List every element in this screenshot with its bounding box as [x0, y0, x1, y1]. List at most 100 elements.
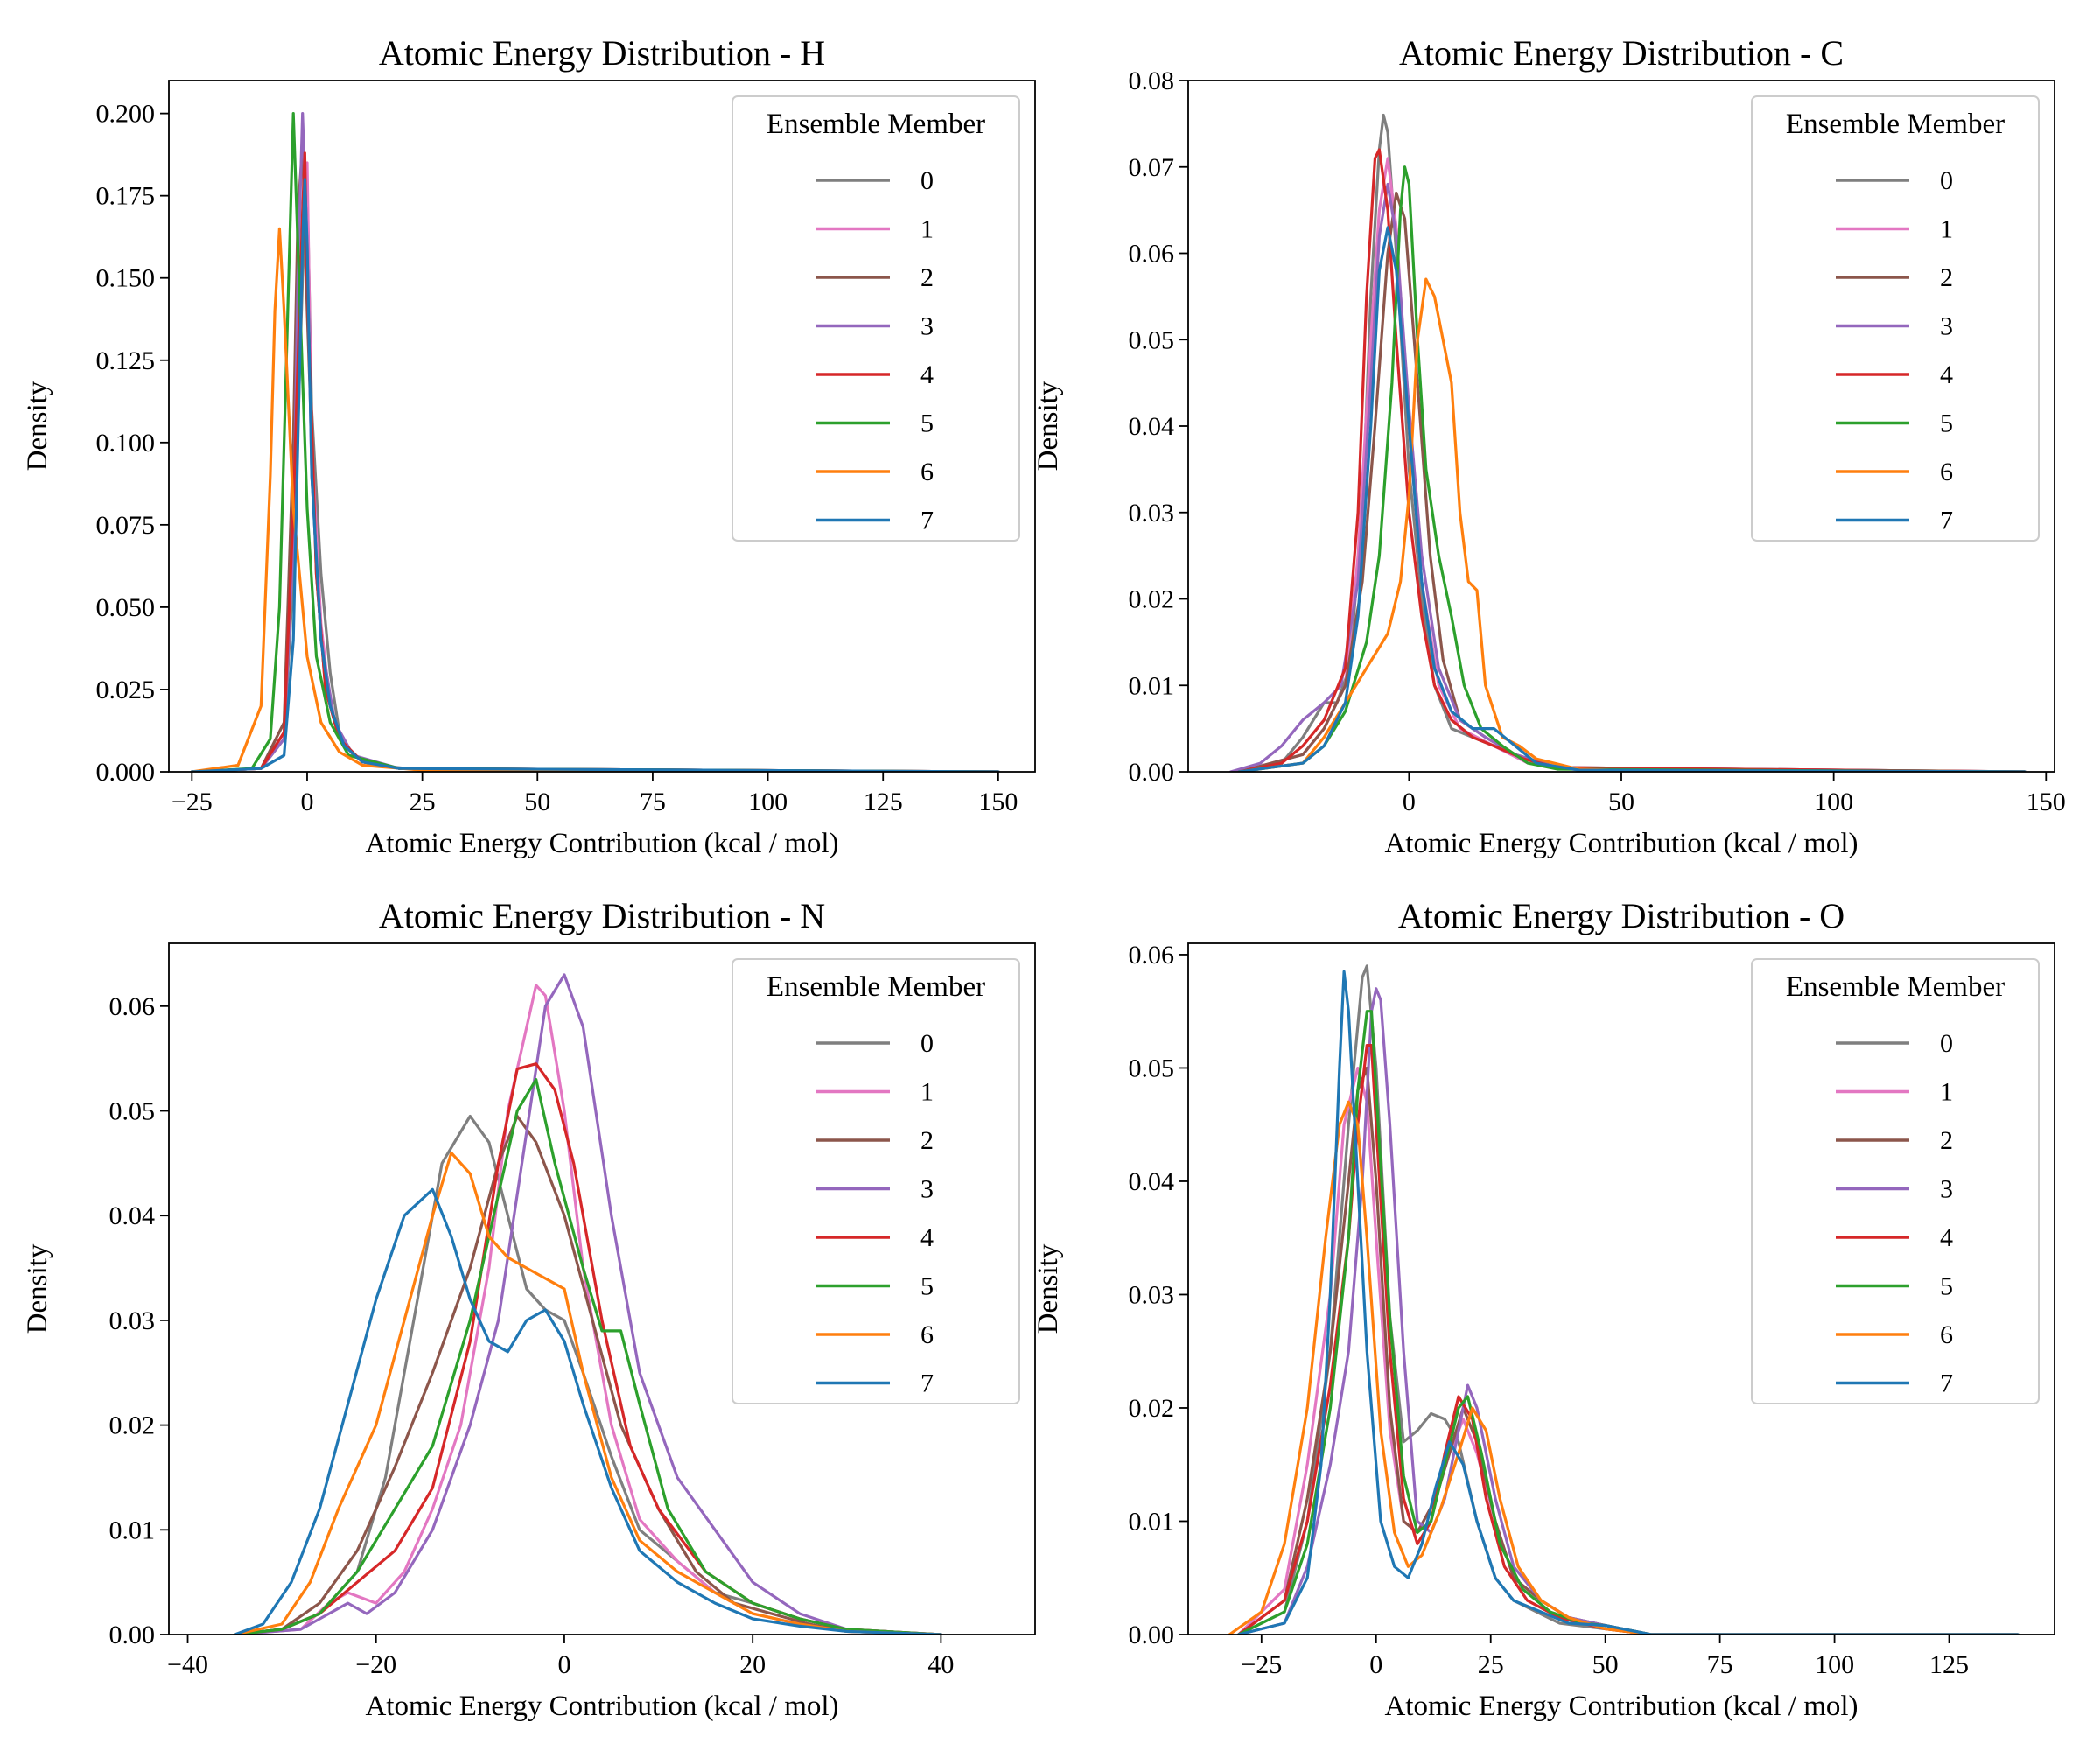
- x-tick-label: −20: [355, 1650, 396, 1679]
- legend-entry-5: 5: [1940, 410, 1953, 438]
- x-tick-label: 50: [1608, 788, 1634, 816]
- x-tick-label: 75: [1707, 1650, 1733, 1679]
- x-tick-label: 100: [748, 788, 788, 816]
- y-tick-label: 0.150: [96, 264, 156, 293]
- legend-box: [1751, 95, 2040, 542]
- x-tick-label: 100: [1815, 1650, 1854, 1679]
- legend-box: [732, 95, 1020, 542]
- x-tick-label: 100: [1814, 788, 1853, 816]
- series-line-4: [1237, 148, 2026, 772]
- y-tick-label: 0.06: [109, 992, 156, 1021]
- legend-entry-3: 3: [1940, 312, 1953, 341]
- x-tick-label: 0: [300, 788, 313, 816]
- y-tick-label: 0.04: [109, 1201, 156, 1230]
- chart-title: Atomic Energy Distribution - N: [379, 896, 825, 935]
- x-tick-label: −25: [1241, 1650, 1282, 1679]
- series-line-0: [233, 1114, 942, 1634]
- legend-entry-4: 4: [1940, 1223, 1953, 1252]
- x-axis-label: Atomic Energy Contribution (kcal / mol): [365, 1690, 838, 1722]
- y-tick-label: 0.05: [1129, 1054, 1175, 1082]
- x-tick-label: 40: [928, 1650, 954, 1679]
- x-tick-label: 50: [1592, 1650, 1619, 1679]
- y-tick-label: 0.200: [96, 100, 156, 129]
- series-line-5: [233, 1078, 942, 1634]
- y-tick-label: 0.075: [96, 511, 156, 540]
- legend-entry-2: 2: [920, 263, 934, 292]
- x-tick-label: 125: [1929, 1650, 1969, 1679]
- legend-entry-7: 7: [920, 507, 934, 536]
- panel-o: Atomic Energy Distribution - O−25 0 25 50 75…: [1032, 896, 2055, 1722]
- x-tick-label: 125: [864, 788, 903, 816]
- legend-entry-7: 7: [1940, 1369, 1953, 1398]
- legend-entry-2: 2: [1940, 1126, 1953, 1155]
- y-tick-label: 0.025: [96, 676, 156, 704]
- legend-entry-5: 5: [920, 1272, 934, 1301]
- series-line-7: [1237, 970, 2020, 1634]
- x-axis-label: Atomic Energy Contribution (kcal / mol): [365, 828, 838, 859]
- series-line-6: [233, 1151, 942, 1634]
- y-tick-label: 0.03: [1129, 499, 1175, 528]
- y-tick-label: 0.02: [1129, 1394, 1175, 1423]
- x-tick-label: −40: [167, 1650, 208, 1679]
- x-tick-label: 150: [978, 788, 1018, 816]
- legend-entry-4: 4: [1940, 360, 1953, 389]
- x-tick-label: 25: [410, 788, 436, 816]
- y-tick-label: 0.01: [1129, 671, 1175, 700]
- legend-box: [732, 958, 1020, 1404]
- y-tick-label: 0.00: [1129, 1620, 1175, 1649]
- legend-entry-7: 7: [920, 1369, 934, 1398]
- plot-frame: [168, 80, 1036, 773]
- y-tick-label: 0.125: [96, 346, 156, 375]
- series-line-0: [1237, 964, 2020, 1634]
- series-group: [1228, 964, 2020, 1634]
- series-line-3: [1228, 182, 2026, 772]
- legend: Ensemble Member 0 1 2 3 4 5 6 7: [732, 95, 1020, 542]
- legend: Ensemble Member 0 1 2 3 4 5 6 7: [1751, 95, 2040, 542]
- y-tick-label: 0.05: [1129, 326, 1175, 354]
- y-axis-label: Density: [22, 381, 53, 471]
- legend-entry-3: 3: [920, 312, 934, 341]
- legend-entry-1: 1: [1940, 1078, 1953, 1107]
- series-group: [190, 112, 1000, 772]
- series-line-5: [1237, 1010, 2020, 1634]
- x-tick-label: 0: [1403, 788, 1416, 816]
- x-tick-label: 25: [1478, 1650, 1504, 1679]
- x-axis-label: Atomic Energy Contribution (kcal / mol): [1384, 1690, 1858, 1722]
- legend-title: Ensemble Member: [1786, 971, 2005, 1003]
- series-group: [1228, 113, 2026, 772]
- chart-title: Atomic Energy Distribution - H: [379, 33, 825, 73]
- legend: Ensemble Member 0 1 2 3 4 5 6 7: [1751, 958, 2040, 1404]
- series-line-2: [233, 1114, 942, 1634]
- series-line-7: [233, 1187, 942, 1634]
- legend-entry-2: 2: [920, 1126, 934, 1155]
- y-tick-label: 0.04: [1129, 1167, 1175, 1196]
- y-tick-label: 0.175: [96, 182, 156, 211]
- plot-frame: [168, 942, 1036, 1635]
- legend-entry-3: 3: [1940, 1175, 1953, 1204]
- y-tick-label: 0.000: [96, 758, 156, 787]
- y-tick-label: 0.08: [1129, 66, 1175, 95]
- y-tick-label: 0.07: [1129, 153, 1175, 182]
- series-line-6: [1237, 277, 2026, 772]
- x-tick-label: −25: [172, 788, 213, 816]
- series-line-5: [1237, 165, 2026, 772]
- chart-title: Atomic Energy Distribution - C: [1399, 33, 1844, 73]
- legend-entry-2: 2: [1940, 263, 1953, 292]
- legend-entry-1: 1: [920, 1078, 934, 1107]
- legend: Ensemble Member 0 1 2 3 4 5 6 7: [732, 958, 1020, 1404]
- legend-entry-6: 6: [920, 1320, 934, 1349]
- legend-entry-6: 6: [1940, 458, 1953, 486]
- legend-entry-0: 0: [920, 1029, 934, 1058]
- y-axis-label: Density: [22, 1243, 53, 1334]
- legend-title: Ensemble Member: [1786, 108, 2005, 140]
- x-tick-label: 0: [557, 1650, 570, 1679]
- x-tick-label: 75: [640, 788, 666, 816]
- y-tick-label: 0.00: [1129, 758, 1175, 787]
- panel-c: Atomic Energy Distribution - C0 50 100 1500…: [1032, 33, 2066, 859]
- y-tick-label: 0.03: [109, 1306, 156, 1335]
- legend-entry-4: 4: [920, 360, 934, 389]
- y-tick-label: 0.100: [96, 429, 156, 458]
- y-axis-label: Density: [1032, 1243, 1064, 1334]
- legend-entry-6: 6: [1940, 1320, 1953, 1349]
